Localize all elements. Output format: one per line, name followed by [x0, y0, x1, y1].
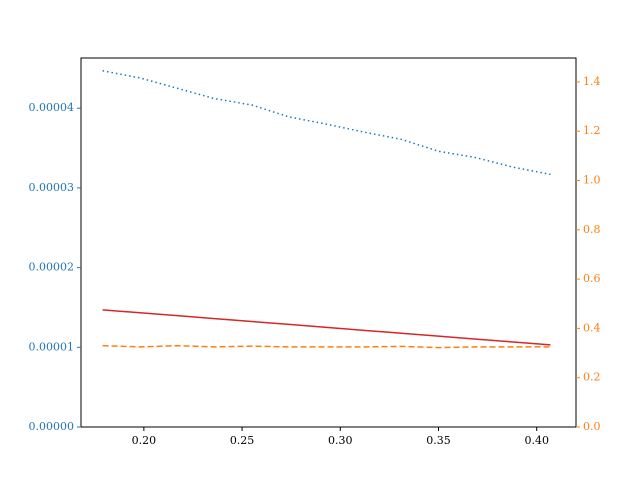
y-tick-label: 0.00000	[29, 420, 75, 433]
y-tick-label: 0.00001	[29, 340, 75, 353]
x-tick-label: 0.40	[524, 434, 549, 447]
y2-tick-label: 1.0	[583, 174, 601, 187]
y-tick-label: 0.00003	[29, 181, 75, 194]
series-line	[102, 70, 551, 176]
x-tick-label: 0.25	[230, 434, 255, 447]
y2-tick-label: 0.2	[583, 371, 601, 384]
axes-frame	[80, 57, 577, 428]
y2-tick-label: 0.4	[583, 321, 601, 334]
y-tick-label: 0.00002	[29, 261, 75, 274]
y-tick-label: 0.00004	[29, 101, 75, 114]
y2-tick-label: 0.6	[583, 272, 601, 285]
series-line	[102, 309, 551, 346]
x-tick-label: 0.30	[328, 434, 353, 447]
y2-tick-label: 1.2	[583, 124, 601, 137]
series-line	[102, 344, 551, 349]
x-tick-label: 0.20	[132, 434, 157, 447]
y2-tick-label: 1.4	[583, 75, 601, 88]
y2-tick-label: 0.0	[583, 420, 601, 433]
y2-tick-label: 0.8	[583, 223, 601, 236]
x-tick-label: 0.35	[426, 434, 451, 447]
